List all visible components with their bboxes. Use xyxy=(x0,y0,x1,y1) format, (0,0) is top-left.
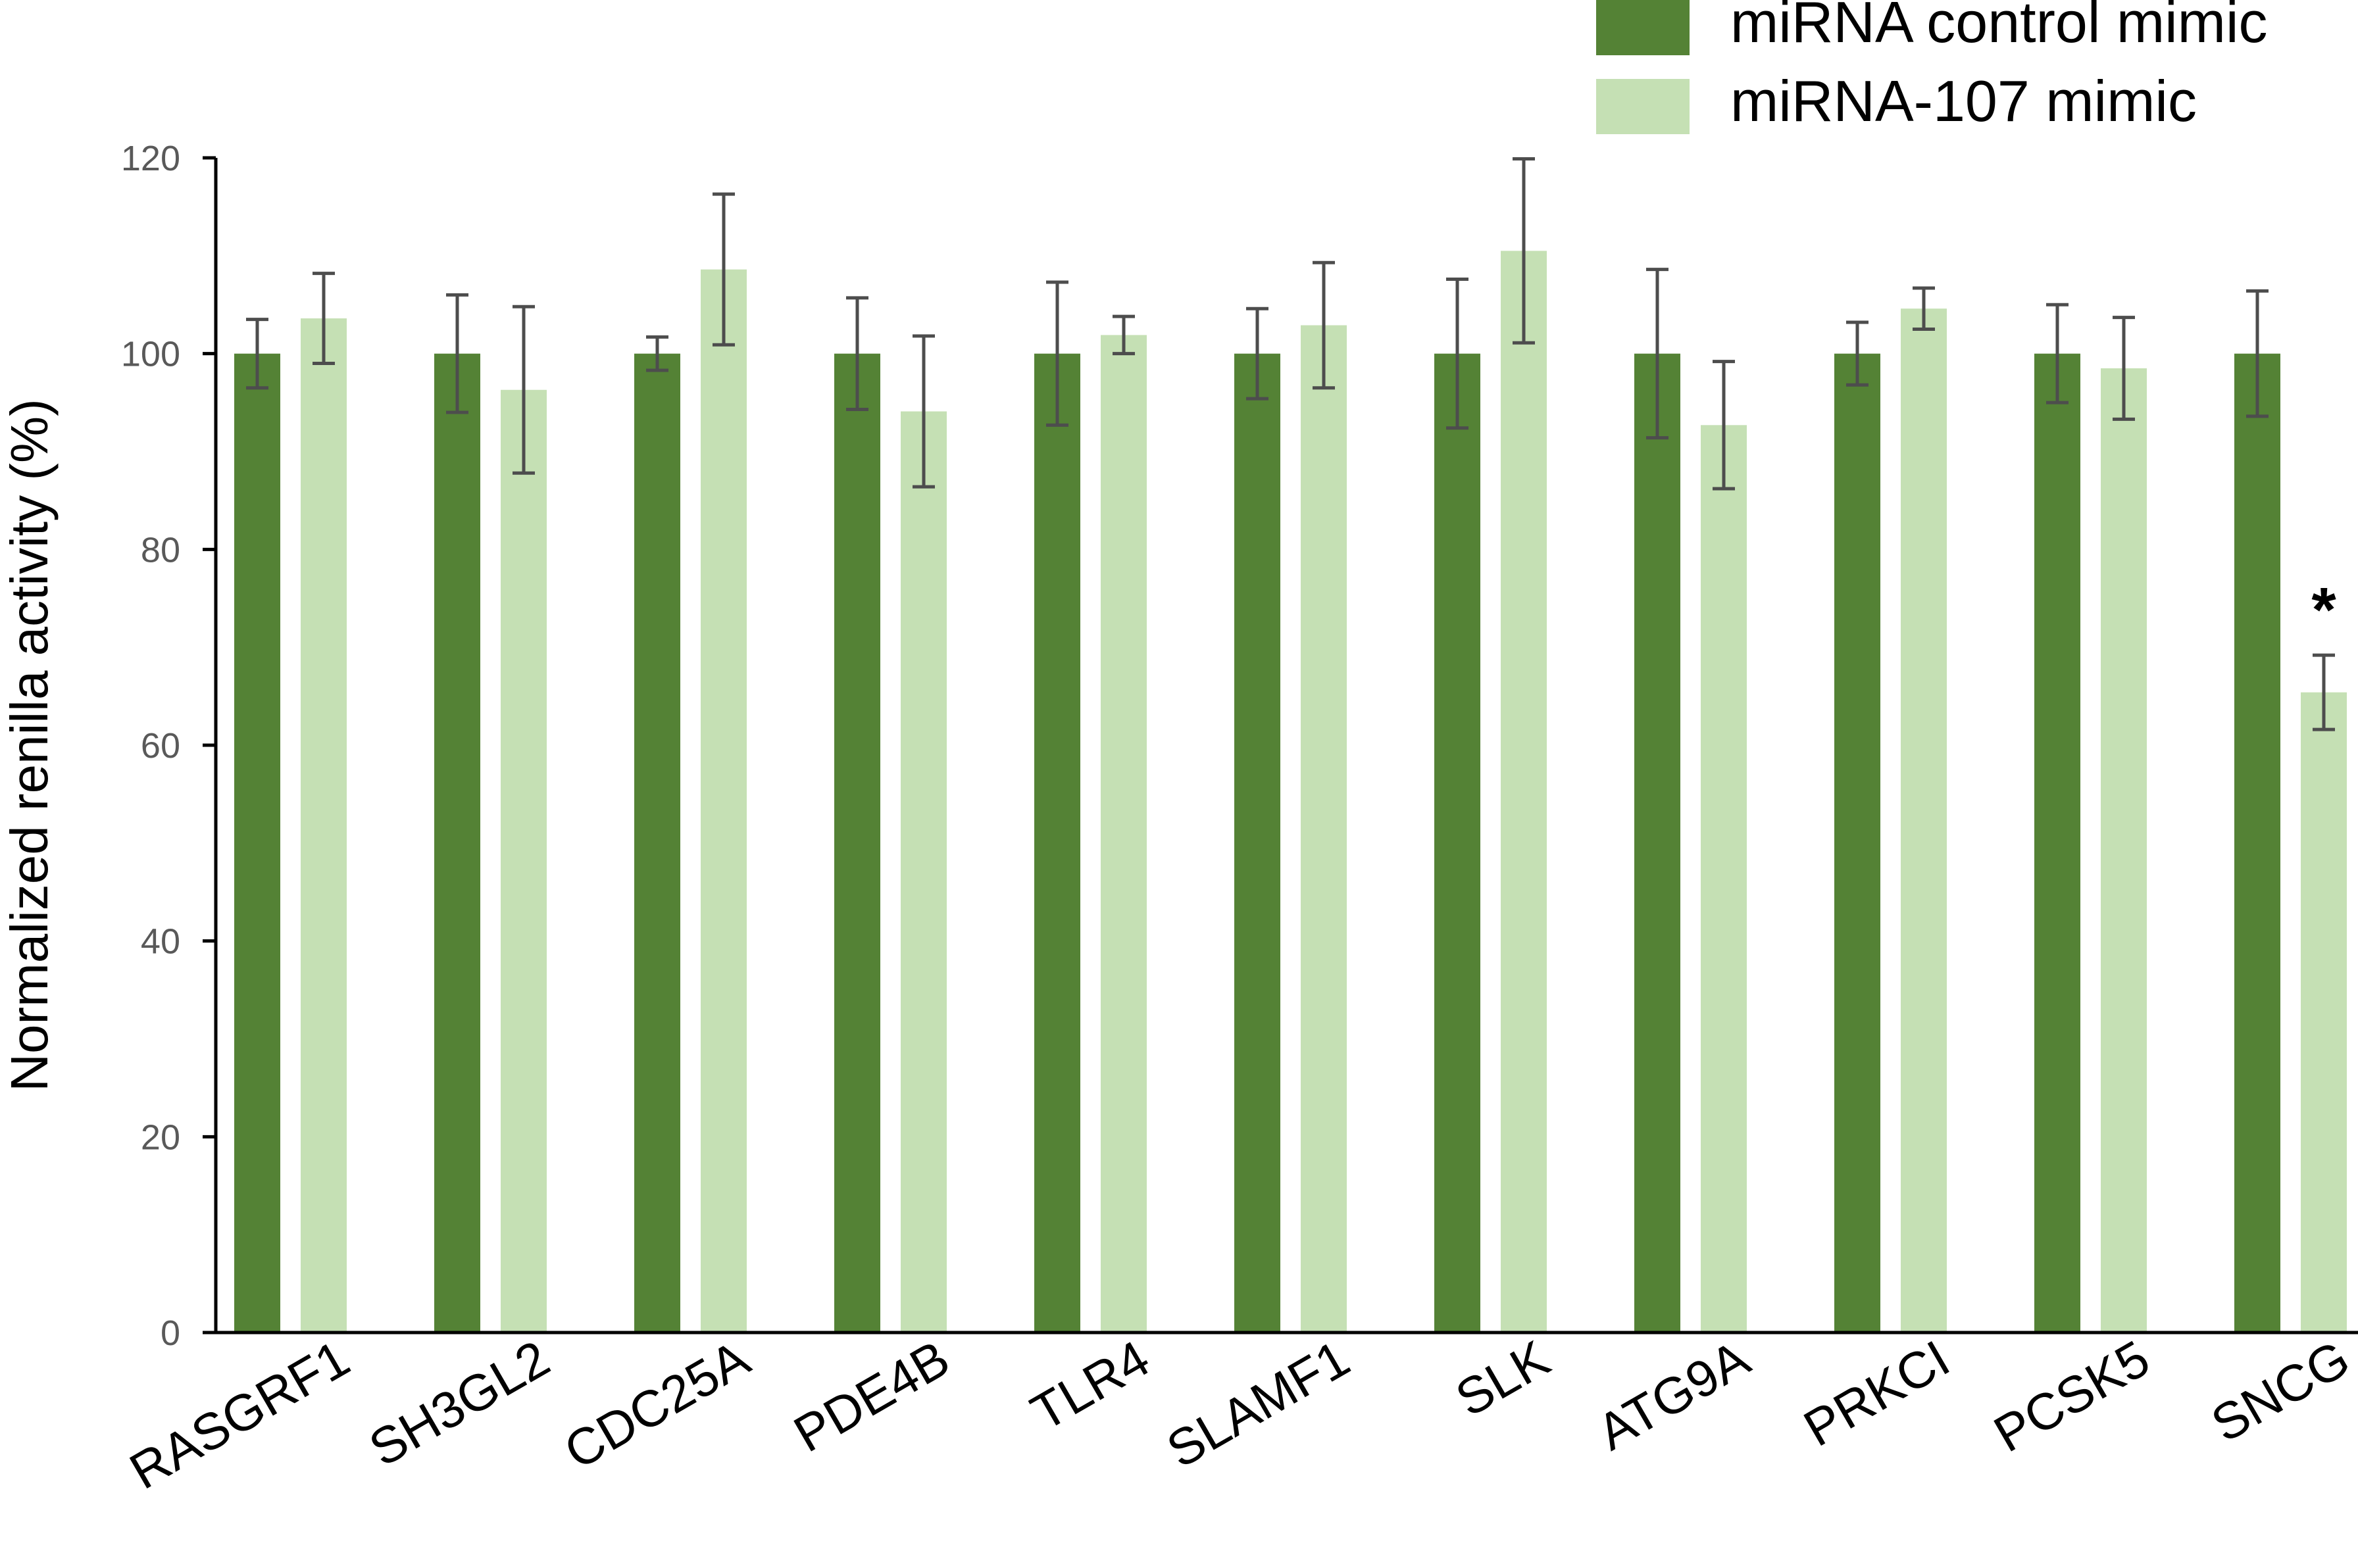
bars xyxy=(234,251,2347,1333)
error-bars xyxy=(246,157,2335,731)
bar xyxy=(1434,353,1480,1333)
x-tick-label: PCSK5 xyxy=(1984,1329,2159,1463)
bar xyxy=(2034,353,2080,1333)
y-tick-label: 20 xyxy=(141,1117,180,1157)
bar xyxy=(1834,353,1880,1333)
legend: miRNA control mimic miRNA-107 mimic xyxy=(1596,0,2268,134)
legend-label: miRNA control mimic xyxy=(1730,0,2268,55)
x-tick-label: PDE4B xyxy=(784,1329,959,1463)
bar xyxy=(2301,692,2347,1333)
significance-marker: * xyxy=(2311,575,2336,645)
x-tick-label: SH3GL2 xyxy=(359,1329,559,1478)
y-tick-label: 120 xyxy=(121,139,180,178)
bar xyxy=(1234,353,1280,1333)
y-axis-title: Normalized renilla activity (%) xyxy=(0,399,59,1092)
bar xyxy=(901,411,947,1333)
bar xyxy=(1901,308,1947,1333)
bar xyxy=(1501,251,1547,1333)
x-tick-label: RASGRF1 xyxy=(120,1329,359,1500)
y-tick-label: 100 xyxy=(121,335,180,374)
bar xyxy=(1034,353,1080,1333)
bar xyxy=(1101,335,1147,1333)
x-tick-label: SLK xyxy=(1446,1329,1559,1428)
bar xyxy=(1701,425,1747,1333)
x-tick-label: SNCG xyxy=(2201,1329,2358,1454)
x-tick-label: ATG9A xyxy=(1588,1329,1759,1461)
annotations: * xyxy=(2311,575,2336,645)
bar xyxy=(234,353,280,1333)
bar xyxy=(701,269,747,1333)
bar xyxy=(634,353,680,1333)
x-tick-label: SLAMF1 xyxy=(1157,1329,1359,1479)
legend-swatch xyxy=(1596,0,1690,55)
y-axis: 0 20 40 60 80 100 120 Normalized renilla activi… xyxy=(0,139,218,1353)
x-tick-label: TLR4 xyxy=(1021,1329,1159,1442)
legend-swatch xyxy=(1596,79,1690,134)
bar xyxy=(2101,368,2147,1333)
y-tick-label: 40 xyxy=(141,922,180,962)
bar xyxy=(301,318,347,1333)
bar xyxy=(2234,353,2280,1333)
bar xyxy=(434,353,480,1333)
x-tick-label: CDC25A xyxy=(555,1329,759,1481)
y-tick-label: 0 xyxy=(161,1313,180,1353)
x-tick-label: PRKCI xyxy=(1794,1329,1959,1458)
bar xyxy=(834,353,880,1333)
y-tick-label: 60 xyxy=(141,726,180,766)
y-tick-label: 80 xyxy=(141,530,180,570)
bar xyxy=(1301,325,1347,1333)
legend-label: miRNA-107 mimic xyxy=(1730,68,2197,134)
bar xyxy=(501,389,547,1333)
bar xyxy=(1634,353,1680,1333)
